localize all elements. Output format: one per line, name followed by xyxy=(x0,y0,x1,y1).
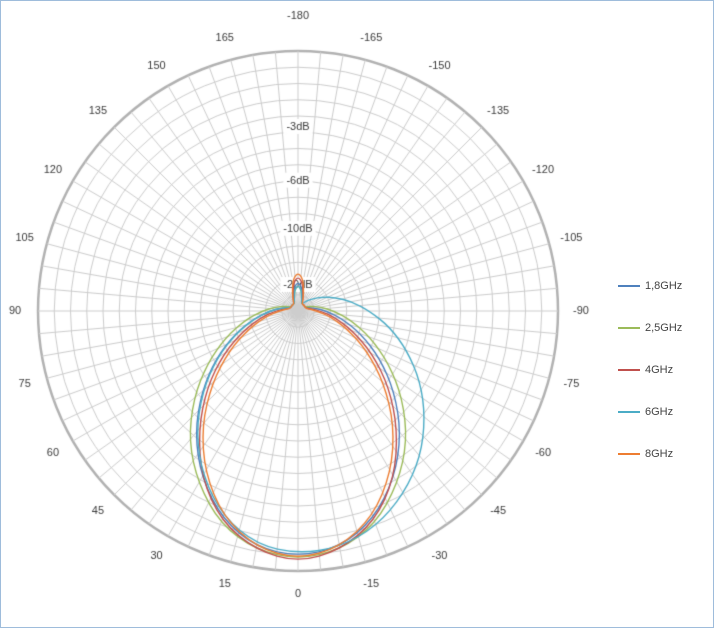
legend-swatch xyxy=(618,369,640,371)
legend-swatch xyxy=(618,453,640,455)
legend-item: 4GHz xyxy=(618,359,682,381)
legend-swatch xyxy=(618,411,640,413)
legend-label: 4GHz xyxy=(645,364,674,376)
legend-swatch xyxy=(618,285,640,287)
legend-item: 1,8GHz xyxy=(618,275,682,297)
legend-swatch xyxy=(618,327,640,329)
legend-label: 2,5GHz xyxy=(645,322,683,334)
legend-item: 2,5GHz xyxy=(618,317,682,339)
legend-label: 6GHz xyxy=(645,406,674,418)
legend-label: 1,8GHz xyxy=(645,280,683,292)
legend-item: 6GHz xyxy=(618,401,682,423)
legend-label: 8GHz xyxy=(645,448,674,460)
legend-item: 8GHz xyxy=(618,443,682,465)
chart-legend: 1,8GHz 2,5GHz 4GHz 6GHz 8GHz xyxy=(618,275,682,485)
